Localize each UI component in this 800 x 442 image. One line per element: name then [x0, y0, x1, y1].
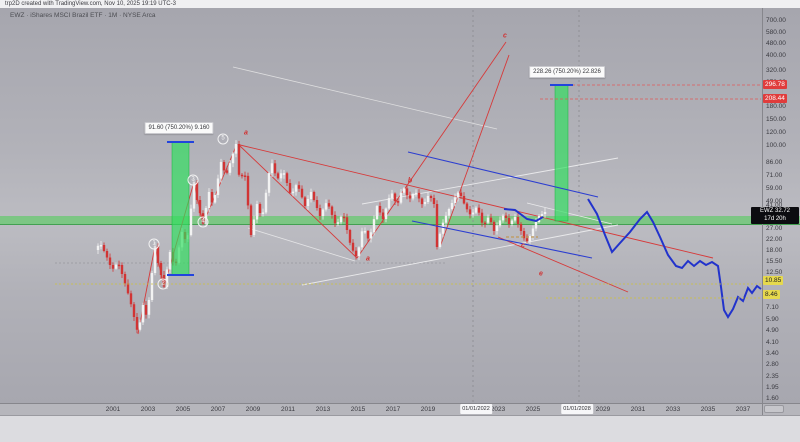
elliott-wave-letter[interactable]: c — [503, 32, 507, 40]
date-flag[interactable]: 01/01/2022 — [460, 404, 492, 414]
last-price-value: EWZ 32.72 — [759, 208, 790, 214]
price-tick: 12.50 — [766, 269, 783, 276]
year-tick: 2013 — [315, 406, 331, 413]
price-tick: 400.00 — [766, 52, 786, 59]
elliott-wave-number[interactable]: 2 — [157, 278, 169, 290]
price-range-label[interactable]: 91.60 (750.20%) 9.160 — [144, 122, 214, 134]
axis-corner-button[interactable] — [764, 405, 784, 413]
year-tick: 2035 — [700, 406, 716, 413]
red-falling-right[interactable] — [497, 236, 629, 293]
date-flag[interactable]: 01/01/2028 — [561, 404, 593, 414]
year-tick: 2031 — [630, 406, 646, 413]
blue-ma-overlay[interactable] — [503, 208, 544, 223]
price-range-bar[interactable] — [171, 141, 190, 276]
price-tick: 480.00 — [766, 40, 786, 47]
snapshot-header: trp2D created with TradingView.com, Nov … — [0, 0, 800, 8]
snapshot-footer: 17 TradingView — [0, 415, 800, 442]
chart-canvas[interactable] — [0, 8, 762, 403]
elliott-wave-letter[interactable]: c — [521, 242, 525, 250]
price-tick: 2.35 — [766, 373, 779, 380]
price-tick: 180.00 — [766, 103, 786, 110]
green-support-zone[interactable] — [0, 216, 800, 225]
price-tick: 100.00 — [766, 142, 786, 149]
red-decline-to-2016-low[interactable] — [239, 145, 358, 259]
blue-projection[interactable] — [587, 198, 762, 319]
blue-channel-upper[interactable] — [407, 151, 599, 198]
candlestick-series — [96, 140, 547, 334]
price-tick: 41.00 — [766, 202, 783, 209]
year-tick: 2019 — [420, 406, 436, 413]
snapshot-watermark: trp2D created with TradingView.com, Nov … — [5, 1, 176, 7]
year-tick: 2033 — [665, 406, 681, 413]
elliott-wave-letter[interactable]: a — [366, 255, 370, 263]
chart-background — [0, 8, 800, 403]
price-tick: 1.95 — [766, 384, 779, 391]
price-tick: 27.00 — [766, 225, 783, 232]
price-tick: 2.80 — [766, 361, 779, 368]
white-line-right[interactable] — [526, 202, 613, 225]
price-tick: 15.50 — [766, 258, 783, 265]
price-tick: 71.00 — [766, 172, 783, 179]
price-tick: 320.00 — [766, 67, 786, 74]
yellow-price-label: 10.85 — [763, 276, 784, 285]
price-tick: 4.90 — [766, 327, 779, 334]
price-tick: 4.10 — [766, 339, 779, 346]
price-tick: 18.00 — [766, 247, 783, 254]
price-range-label[interactable]: 228.26 (750.20%) 22.826 — [529, 66, 605, 78]
year-tick: 2007 — [210, 406, 226, 413]
year-tick: 2003 — [140, 406, 156, 413]
price-tick: 1.60 — [766, 395, 779, 402]
elliott-wave-letter[interactable]: e — [539, 270, 543, 278]
year-tick: 2015 — [350, 406, 366, 413]
red-rising-to-c[interactable] — [356, 41, 507, 259]
year-tick: 2023 — [490, 406, 506, 413]
elliott-wave-letter[interactable]: a — [244, 129, 248, 137]
elliott-wave-number[interactable]: 4 — [197, 216, 209, 228]
red-rising-2[interactable] — [439, 54, 510, 248]
white-line-mid[interactable] — [361, 157, 619, 205]
price-tick: 22.00 — [766, 236, 783, 243]
price-tick: 49.00 — [766, 198, 783, 205]
elliott-wave-letter[interactable]: b — [407, 177, 413, 185]
year-tick: 2005 — [175, 406, 191, 413]
red-wedge-upper[interactable] — [239, 144, 714, 259]
year-tick: 2017 — [385, 406, 401, 413]
price-tick: 86.00 — [766, 159, 783, 166]
price-tick: 3.40 — [766, 350, 779, 357]
price-range-bars[interactable] — [171, 84, 569, 276]
year-tick: 2009 — [245, 406, 261, 413]
price-tick: 7.10 — [766, 304, 779, 311]
year-tick: 2001 — [105, 406, 121, 413]
price-axis[interactable]: 700.00580.00480.00400.00320.00270.00180.… — [762, 8, 800, 403]
price-tick: 150.00 — [766, 116, 786, 123]
price-range-bar[interactable] — [554, 84, 569, 222]
year-tick: 2011 — [281, 406, 295, 413]
white-line-lower[interactable] — [301, 224, 619, 286]
price-tick: 580.00 — [766, 29, 786, 36]
price-tick: 700.00 — [766, 17, 786, 24]
yellow-price-label: 8.46 — [763, 290, 780, 299]
white-line-upper[interactable] — [232, 66, 498, 130]
white-line-left[interactable] — [247, 227, 356, 262]
bar-countdown: 17d 20h — [764, 216, 786, 222]
time-axis[interactable]: 2001 2003 2005 2007 2009 2011 2013 2015 2017 2019… — [0, 403, 800, 415]
symbol-title[interactable]: EWZ · iShares MSCI Brazil ETF · 1M · NYS… — [10, 12, 156, 19]
price-tick: 120.00 — [766, 129, 786, 136]
year-tick: 2025 — [525, 406, 541, 413]
year-tick: 2029 — [595, 406, 611, 413]
price-tick: 59.00 — [766, 185, 783, 192]
red-price-label: 208.44 — [763, 94, 787, 103]
blue-channel-lower[interactable] — [411, 220, 593, 259]
red-price-label: 296.78 — [763, 80, 787, 89]
price-tick: 5.90 — [766, 316, 779, 323]
elliott-wave-number[interactable]: 3 — [187, 174, 199, 186]
elliott-wave-number[interactable]: 5 — [217, 133, 229, 145]
year-tick: 2037 — [735, 406, 751, 413]
last-price-label: EWZ 32.72 17d 20h — [751, 207, 799, 224]
elliott-wave-number[interactable]: 1 — [148, 238, 160, 250]
